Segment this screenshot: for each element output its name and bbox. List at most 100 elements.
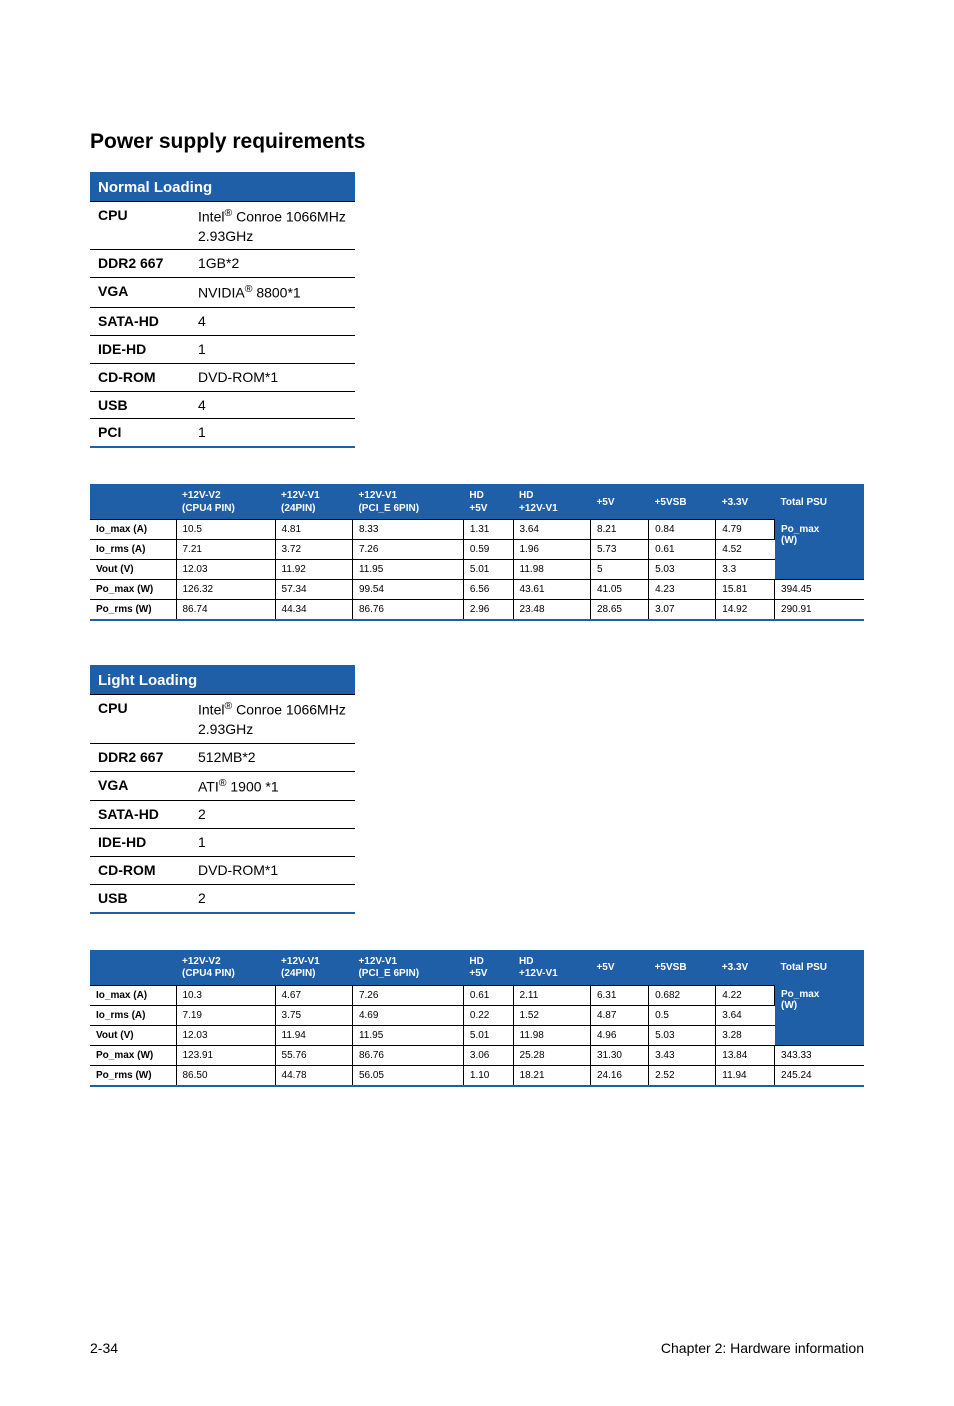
power-cell: 6.56 [463,580,513,600]
power-cell: 11.95 [352,1025,463,1045]
spec-label: VGA [90,771,190,801]
power-cell: 28.65 [590,600,648,621]
spec-row: DDR2 667 1GB*2 [90,250,355,278]
spec-label: CD-ROM [90,856,190,884]
power-cell: 5.01 [463,560,513,580]
power-header-cell: +5V [590,485,648,520]
power-header-cell: +5VSB [649,951,716,986]
spec-label: SATA-HD [90,307,190,335]
spec-row: IDE-HD 1 [90,335,355,363]
power-cell: 6.31 [590,985,648,1005]
power-header-cell: Total PSU [775,485,864,520]
power-row: Io_rms (A)7.193.754.690.221.524.870.53.6… [90,1005,864,1025]
power-cell: 3.64 [716,1005,775,1025]
power-cell: 123.91 [176,1045,275,1065]
power-cell: 3.06 [463,1045,513,1065]
power-cell: 14.92 [716,600,775,621]
power-row: Po_rms (W)86.7444.3486.762.9623.4828.653… [90,600,864,621]
spec-label: DDR2 667 [90,743,190,771]
power-cell: 4.67 [275,985,352,1005]
power-row: Po_rms (W)86.5044.7856.051.1018.2124.162… [90,1065,864,1086]
power-cell: 11.98 [513,1025,590,1045]
power-side-label: Po_max(W) [775,520,864,580]
power-cell: 11.94 [275,1025,352,1045]
power-cell: 2.11 [513,985,590,1005]
spec-row: SATA-HD 2 [90,801,355,829]
spec-row: IDE-HD 1 [90,829,355,857]
spec-value: 1 [190,419,355,447]
power-cell: 86.76 [352,600,463,621]
power-cell: 8.33 [352,520,463,540]
power-cell: 12.03 [176,560,275,580]
power-header-row: +12V-V2(CPU4 PIN)+12V-V1(24PIN)+12V-V1(P… [90,485,864,520]
power-header-row: +12V-V2(CPU4 PIN)+12V-V1(24PIN)+12V-V1(P… [90,951,864,986]
power-cell: 3.43 [649,1045,716,1065]
spec-value: NVIDIA® 8800*1 [190,278,355,308]
power-cell: 4.22 [716,985,775,1005]
power-header-cell: HD+5V [463,485,513,520]
power-cell: 3.75 [275,1005,352,1025]
spec-value: DVD-ROM*1 [190,363,355,391]
footer-chapter: Chapter 2: Hardware information [661,1340,864,1356]
power-cell: 4.69 [352,1005,463,1025]
light-spec-body: CPU Intel® Conroe 1066MHz 2.93GHz DDR2 6… [90,695,355,913]
power-cell: 11.98 [513,560,590,580]
spec-value: 1 [190,829,355,857]
power-cell: 7.26 [352,540,463,560]
spec-value: 512MB*2 [190,743,355,771]
power-cell: 11.94 [716,1065,775,1086]
power-cell: 7.26 [352,985,463,1005]
spec-value: DVD-ROM*1 [190,856,355,884]
power-cell: 2.52 [649,1065,716,1086]
spec-row: VGA ATI® 1900 *1 [90,771,355,801]
spec-label: VGA [90,278,190,308]
power-cell: 0.22 [463,1005,513,1025]
power-row-label: Io_max (A) [90,985,176,1005]
power-header-cell: +12V-V1(24PIN) [275,951,352,986]
light-power-body: Io_max (A)10.34.677.260.612.116.310.6824… [90,985,864,1086]
spec-value: 1 [190,335,355,363]
light-spec-title: Light Loading [90,666,355,695]
spec-value: 1GB*2 [190,250,355,278]
power-row-label: Io_max (A) [90,520,176,540]
light-power-table: +12V-V2(CPU4 PIN)+12V-V1(24PIN)+12V-V1(P… [90,950,864,1087]
spec-row: CPU Intel® Conroe 1066MHz 2.93GHz [90,695,355,743]
spec-label: USB [90,391,190,419]
normal-power-body: Io_max (A)10.54.818.331.313.648.210.844.… [90,520,864,621]
spec-label: SATA-HD [90,801,190,829]
power-row: Io_max (A)10.54.818.331.313.648.210.844.… [90,520,864,540]
spec-row: VGA NVIDIA® 8800*1 [90,278,355,308]
spec-label: CD-ROM [90,363,190,391]
power-cell: 5 [590,560,648,580]
power-cell: 18.21 [513,1065,590,1086]
power-cell: 4.52 [716,540,775,560]
power-cell: 12.03 [176,1025,275,1045]
spec-label: PCI [90,419,190,447]
power-cell: 0.682 [649,985,716,1005]
power-cell: 86.50 [176,1065,275,1086]
power-header-cell: HD+12V-V1 [513,485,590,520]
spec-label: IDE-HD [90,829,190,857]
spec-value: 2 [190,884,355,912]
spec-label: USB [90,884,190,912]
power-cell: 394.45 [775,580,864,600]
power-cell: 44.34 [275,600,352,621]
power-cell: 0.84 [649,520,716,540]
section-title: Power supply requirements [90,130,864,154]
power-header-cell: +12V-V1(PCI_E 6PIN) [352,485,463,520]
power-cell: 57.34 [275,580,352,600]
power-cell: 0.59 [463,540,513,560]
power-cell: 55.76 [275,1045,352,1065]
power-cell: 7.19 [176,1005,275,1025]
spec-value: 2 [190,801,355,829]
power-row-label: Po_rms (W) [90,1065,176,1086]
power-header-cell: Total PSU [775,951,864,986]
spec-label: IDE-HD [90,335,190,363]
power-row: Vout (V)12.0311.9411.955.0111.984.965.03… [90,1025,864,1045]
power-cell: 4.23 [649,580,716,600]
power-cell: 23.48 [513,600,590,621]
power-cell: 3.07 [649,600,716,621]
power-row-label: Io_rms (A) [90,540,176,560]
power-cell: 5.03 [649,560,716,580]
spec-row: USB 4 [90,391,355,419]
